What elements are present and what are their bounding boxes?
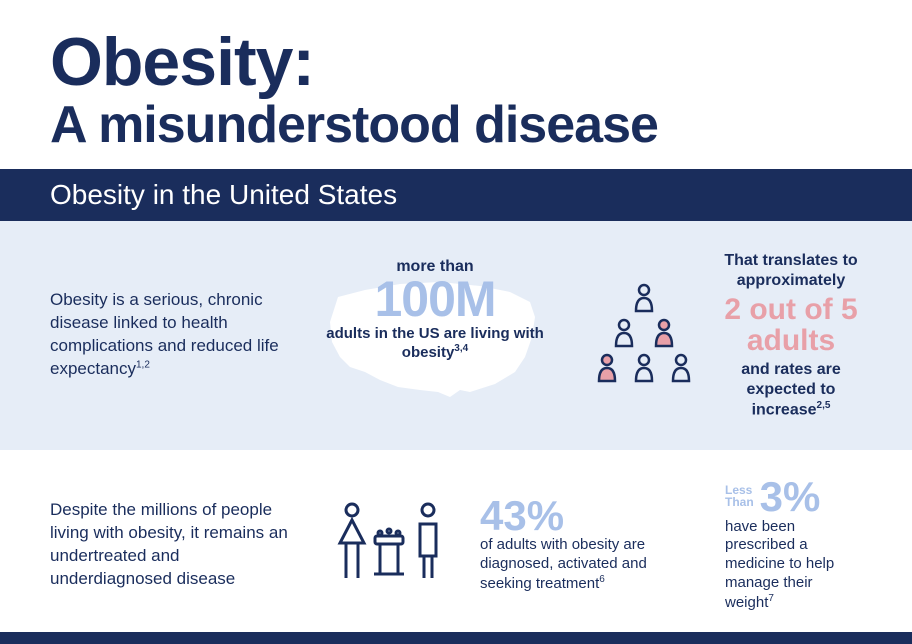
- ratio-posttext: and rates are expected to increase2,5: [720, 360, 862, 420]
- stat-3-desc: have been prescribed a medicine to help …: [725, 518, 862, 613]
- ratio-value: 2 out of 5 adults: [720, 294, 862, 357]
- title-line1: Obesity:: [50, 30, 862, 95]
- bottom-bar: [0, 632, 912, 644]
- intro-text-2: Despite the millions of people living wi…: [50, 499, 300, 591]
- title-block: Obesity: A misunderstood disease: [0, 0, 912, 169]
- ratio-line1: 2 out of 5: [724, 293, 857, 326]
- stat-3-value: 3%: [760, 478, 821, 516]
- stat-3-desc-body: have been prescribed a medicine to help …: [725, 518, 834, 611]
- intro-refs-1: 1,2: [136, 360, 150, 371]
- people-pictogram: [590, 278, 700, 393]
- section-header: Obesity in the United States: [0, 169, 912, 221]
- map-posttext: adults in the US are living with obesity…: [300, 325, 570, 362]
- ratio-pretext: That translates to approximately: [720, 251, 862, 291]
- stat-3: Less Than 3% have been prescribed a medi…: [725, 478, 862, 613]
- map-refs: 3,4: [454, 343, 468, 354]
- ratio-stat: That translates to approximately 2 out o…: [720, 251, 862, 420]
- stat-43: 43% of adults with obesity are diagnosed…: [480, 497, 700, 594]
- person-scale-icon: [325, 498, 455, 593]
- stat-3-refs: 7: [768, 593, 774, 604]
- stat-3-prefix: Less Than: [725, 484, 754, 508]
- us-map-stat: more than 100M adults in the US are livi…: [300, 258, 570, 413]
- map-posttext-body: adults in the US are living with obesity: [326, 325, 544, 361]
- stat-43-value: 43%: [480, 497, 700, 535]
- row-stats-1: Obesity is a serious, chronic disease li…: [0, 221, 912, 450]
- intro-text-1-body: Obesity is a serious, chronic disease li…: [50, 290, 279, 378]
- stat-43-desc: of adults with obesity are diagnosed, ac…: [480, 536, 700, 593]
- stat-43-desc-body: of adults with obesity are diagnosed, ac…: [480, 536, 647, 592]
- row-stats-2: Despite the millions of people living wi…: [0, 450, 912, 633]
- intro-text-1: Obesity is a serious, chronic disease li…: [50, 289, 280, 381]
- people-icon: [590, 278, 700, 388]
- stat-43-refs: 6: [599, 574, 605, 585]
- ratio-line2: adults: [747, 324, 835, 357]
- ratio-refs: 2,5: [817, 400, 831, 411]
- title-line2: A misunderstood disease: [50, 99, 862, 151]
- map-stat: 100M: [300, 276, 570, 324]
- stat-3-prefix-l2: Than: [725, 495, 754, 509]
